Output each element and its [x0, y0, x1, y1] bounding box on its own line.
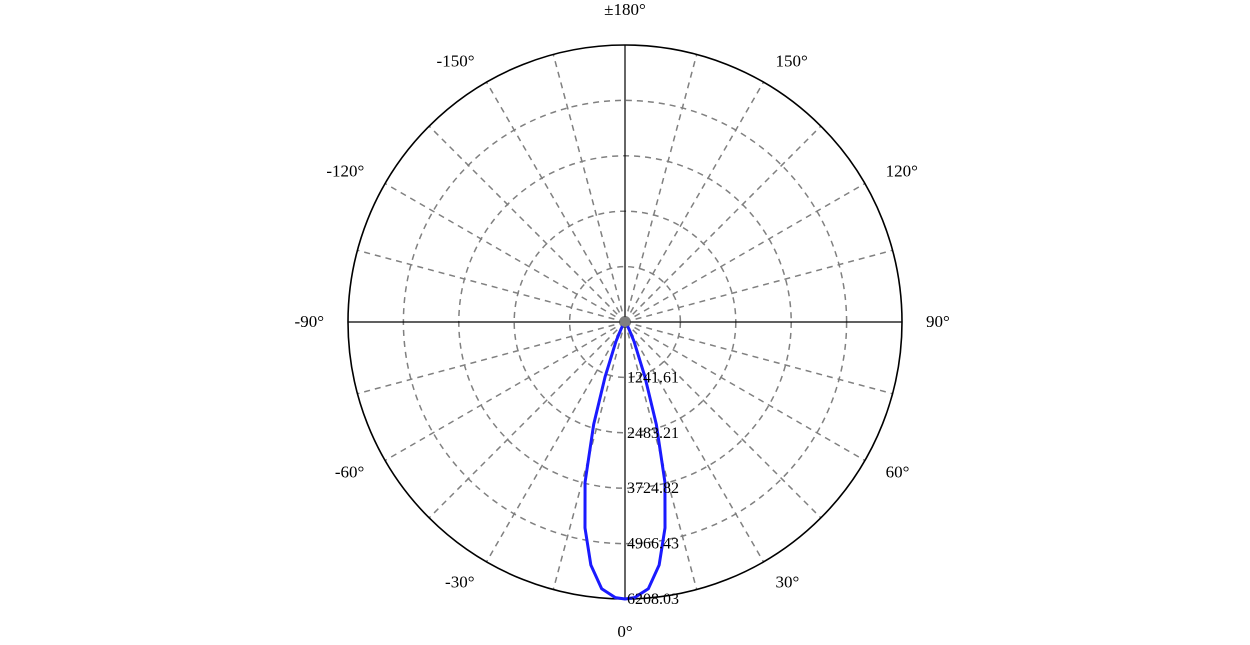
polar-chart: 0° 30° 60° 90° 120° 150° ±180° -150° -120° -90° -6…	[0, 0, 1250, 645]
angle-label: 90°	[926, 312, 950, 331]
angle-label: -120°	[326, 162, 364, 181]
angle-label: 30°	[776, 573, 800, 592]
angle-label: ±180°	[604, 0, 646, 19]
angle-label: 0°	[617, 622, 632, 641]
radial-label: 6208.03	[627, 591, 679, 608]
angle-label: -60°	[335, 463, 364, 482]
angle-label: -30°	[445, 573, 474, 592]
radial-label: 2483.21	[627, 425, 679, 442]
radial-label: 4966.43	[627, 536, 679, 553]
center-dot	[620, 317, 630, 327]
angle-label: -90°	[295, 312, 324, 331]
angle-label: -150°	[437, 51, 475, 70]
radial-label: 3724.82	[627, 480, 679, 497]
radial-label: 1241.61	[627, 369, 679, 386]
angle-label: 120°	[886, 162, 918, 181]
angle-label: 150°	[776, 51, 808, 70]
angle-label: 60°	[886, 463, 910, 482]
